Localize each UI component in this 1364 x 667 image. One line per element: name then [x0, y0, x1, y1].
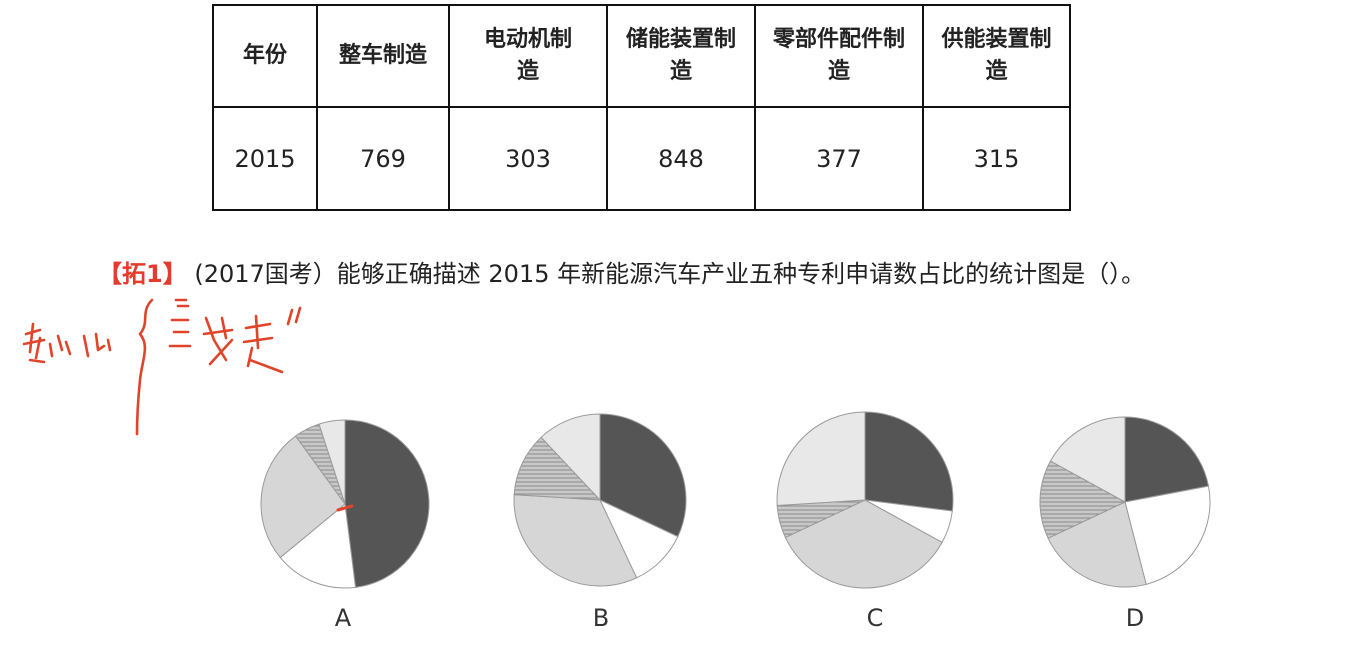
pie-slice-dark — [1124, 416, 1210, 503]
cell-motor: 303 — [448, 106, 608, 211]
pie-slice-very-light — [318, 419, 346, 505]
red-tick-mark — [336, 504, 354, 512]
cell-storage: 848 — [606, 106, 756, 211]
option-b-label[interactable]: B — [592, 604, 610, 632]
table-row: 2015 769 303 848 377 315 — [212, 106, 1071, 211]
header-cell-storage: 储能装置制造 — [606, 4, 756, 108]
question-text: (2017国考）能够正确描述 2015 年新能源汽车产业五种专利申请数占比的统计… — [194, 260, 1146, 288]
option-a-label[interactable]: A — [334, 604, 352, 632]
pie-chart-b[interactable] — [513, 413, 687, 587]
header-cell-year: 年份 — [212, 4, 318, 108]
header-cell-vehicle: 整车制造 — [316, 4, 450, 108]
cell-parts: 377 — [754, 106, 924, 211]
pie-slice-light — [260, 435, 346, 559]
pie-slice-white — [279, 503, 357, 589]
pie-slice-very-light — [1049, 416, 1126, 503]
pie-slice-very-light — [776, 411, 866, 507]
question-line: 【拓1】 (2017国考）能够正确描述 2015 年新能源汽车产业五种专利申请数… — [98, 254, 1145, 289]
pie-slice-dark — [599, 413, 687, 538]
header-cell-supply: 供能装置制造 — [922, 4, 1071, 108]
table-header-row: 年份 整车制造 电动机制造 储能装置制造 零部件配件制造 供能装置制造 — [212, 4, 1071, 108]
pie-slice-very-light — [540, 413, 601, 502]
pie-slice-light — [1047, 501, 1147, 588]
header-cell-parts: 零部件配件制造 — [754, 4, 924, 108]
option-c-label[interactable]: C — [866, 604, 884, 632]
handwritten-annotation — [22, 298, 302, 436]
pie-chart-c[interactable] — [776, 411, 954, 589]
pie-slice-hatched — [1039, 460, 1127, 539]
pie-slice-dark — [344, 419, 430, 588]
pie-slice-dark — [864, 411, 954, 512]
cell-year: 2015 — [212, 106, 318, 211]
pie-slice-light — [513, 494, 638, 587]
pie-chart-d[interactable] — [1039, 416, 1211, 588]
option-d-label[interactable]: D — [1125, 604, 1145, 632]
cell-supply: 315 — [922, 106, 1071, 211]
header-cell-motor: 电动机制造 — [448, 4, 608, 108]
cell-vehicle: 769 — [316, 106, 450, 211]
pie-slice-white — [1124, 485, 1211, 585]
pie-chart-a[interactable] — [260, 419, 430, 589]
pie-slice-hatched — [513, 436, 602, 501]
patent-data-table: 年份 整车制造 电动机制造 储能装置制造 零部件配件制造 供能装置制造 2015… — [212, 4, 1071, 211]
pie-slice-light — [784, 499, 943, 589]
question-tag: 【拓1】 — [98, 260, 187, 288]
